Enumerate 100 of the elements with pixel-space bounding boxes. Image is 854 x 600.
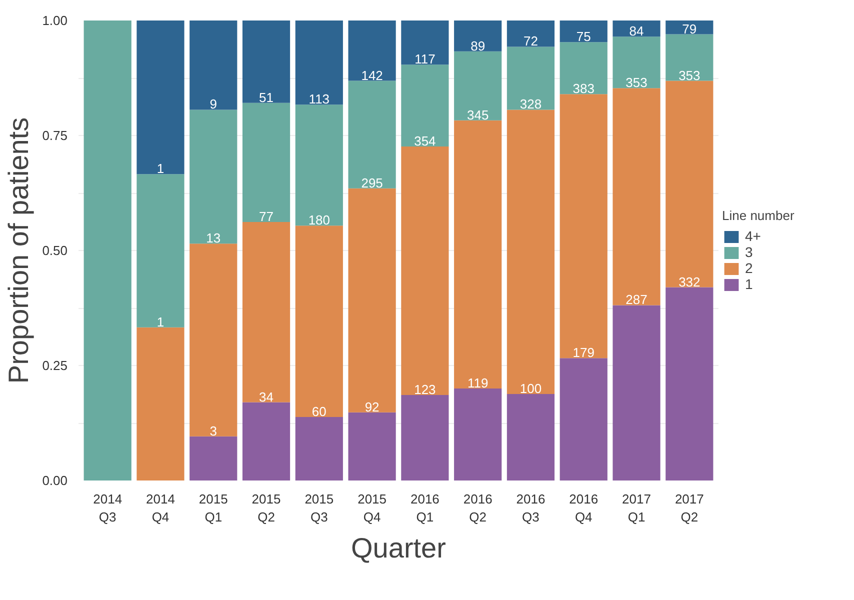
bar	[612, 20, 660, 37]
x-tick-label: 2014 Q3	[93, 492, 122, 524]
legend-label: 2	[745, 260, 754, 276]
bar	[348, 412, 396, 480]
annotation: 119	[467, 376, 488, 390]
bar	[401, 394, 449, 480]
bar	[401, 146, 449, 395]
bar	[295, 104, 343, 226]
y-tick-label: 0.00	[42, 473, 68, 488]
x-tick-label: 2014 Q4	[146, 492, 175, 524]
bar	[84, 20, 132, 480]
x-tick-label: 2015 Q1	[198, 492, 228, 524]
annotation: 117	[414, 52, 436, 67]
x-tick-label: 2016 Q2	[463, 492, 492, 524]
annotation: 1	[156, 161, 164, 176]
annotation: 353	[678, 68, 700, 83]
bar	[190, 20, 238, 110]
bar	[190, 110, 238, 244]
annotation: 354	[414, 134, 436, 149]
annotation: 287	[626, 292, 648, 308]
bar	[506, 20, 555, 47]
annotation: 9	[210, 96, 217, 112]
legend-label: 3	[745, 244, 754, 260]
annotation: 3	[210, 423, 217, 438]
bar	[560, 358, 608, 480]
annotation: 345	[466, 107, 489, 122]
annotation: 60	[312, 404, 326, 420]
annotation: 75	[576, 29, 591, 44]
annotation: 89	[470, 38, 486, 54]
x-tick-label: 2016 Q1	[410, 492, 440, 524]
x-tick-label: 2017 Q2	[674, 492, 704, 524]
annotation: 84	[629, 24, 644, 39]
x-tick-label: 2017 Q1	[622, 492, 651, 524]
annotation: 1	[156, 314, 164, 330]
bar	[506, 394, 555, 480]
bar	[348, 188, 396, 412]
bar	[454, 120, 502, 388]
bar	[560, 94, 608, 358]
annotation: 92	[364, 399, 380, 414]
y-tick-label: 0.75	[42, 128, 68, 143]
annotation: 180	[308, 212, 330, 228]
bar	[348, 20, 396, 81]
annotation: 332	[678, 274, 700, 290]
annotation: 51	[259, 90, 274, 105]
bar	[454, 51, 502, 120]
annotation: 77	[259, 208, 274, 224]
annotation: 113	[308, 92, 330, 107]
annotation: 13	[206, 230, 221, 246]
bar	[242, 222, 290, 402]
bar	[295, 417, 343, 480]
bar	[666, 20, 714, 34]
bar	[190, 244, 238, 436]
bar	[136, 20, 184, 174]
annotation: 328	[520, 96, 542, 112]
bar	[666, 34, 714, 81]
annotation: 295	[361, 175, 383, 190]
bar	[560, 42, 608, 94]
bar	[506, 110, 555, 394]
bar	[401, 20, 449, 65]
annotation: 383	[572, 81, 594, 96]
bar	[454, 388, 502, 480]
annotation: 179	[572, 345, 594, 360]
bar	[242, 402, 290, 480]
bar	[612, 305, 660, 480]
annotation: 72	[524, 34, 538, 49]
bar	[136, 327, 184, 480]
bar	[348, 80, 396, 188]
x-tick-label: 2016 Q3	[516, 492, 546, 524]
annotation: 100	[520, 381, 542, 396]
annotation: 142	[361, 68, 383, 83]
bar	[666, 287, 714, 480]
bar	[401, 64, 449, 147]
x-tick-label: 2016 Q4	[569, 492, 598, 524]
x-axis-title: Quarter	[351, 532, 446, 564]
bar	[136, 174, 184, 328]
annotation: 34	[259, 389, 274, 404]
bar	[190, 436, 238, 480]
x-tick-label: 2015 Q3	[304, 492, 334, 524]
x-tick-label: 2015 Q2	[252, 492, 281, 524]
annotation: 123	[414, 382, 436, 397]
bar	[295, 226, 343, 418]
bar	[666, 80, 714, 288]
bar	[612, 88, 660, 306]
bar	[506, 46, 555, 110]
y-tick-label: 0.25	[42, 358, 68, 373]
y-tick-label: 0.50	[42, 243, 68, 258]
bar	[295, 20, 343, 105]
y-tick-label: 1.00	[42, 13, 68, 28]
legend-label: 4+	[745, 228, 762, 244]
bar	[454, 20, 502, 52]
legend-title: Line number	[722, 208, 794, 223]
legend-label: 1	[745, 276, 754, 292]
bar	[242, 20, 290, 103]
x-tick-label: 2015 Q4	[358, 492, 387, 524]
annotation: 79	[682, 21, 697, 36]
bar	[560, 20, 608, 42]
bar	[612, 36, 660, 88]
annotation: 353	[626, 75, 648, 90]
bar	[242, 102, 290, 222]
y-axis-title: Proportion of patients	[3, 117, 34, 384]
